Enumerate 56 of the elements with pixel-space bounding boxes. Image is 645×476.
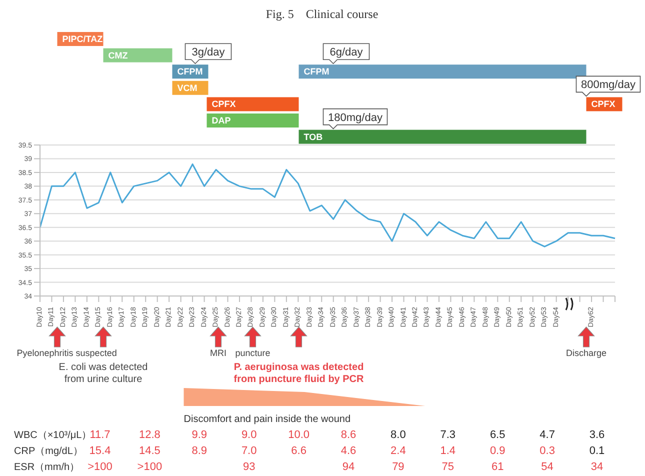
text: 4.6 — [340, 445, 356, 457]
text: 34 — [590, 461, 604, 473]
line-series — [39, 163, 616, 248]
text: CFPM — [177, 66, 203, 77]
text: 94 — [342, 461, 355, 473]
text: 9.0 — [241, 429, 257, 441]
text: 15.4 — [89, 445, 111, 457]
text: 4.7 — [540, 429, 555, 441]
text: 7.3 — [440, 429, 456, 441]
text: 6g/day — [330, 46, 364, 59]
text: CPFX — [591, 99, 616, 110]
text: 79 — [392, 461, 404, 473]
text: 7.0 — [241, 445, 257, 457]
text: PIPC/TAZ — [62, 34, 104, 44]
text: 54 — [541, 461, 554, 473]
text: 10.0 — [288, 429, 310, 441]
text: Discomfort and pain inside the wound — [184, 414, 351, 425]
text: 93 — [242, 461, 256, 473]
text: TOB — [304, 132, 324, 142]
text: 0.9 — [490, 445, 506, 457]
text: 12.8 — [138, 429, 160, 441]
text: E. coli was detected from urine culture — [58, 362, 148, 385]
text: CRP（mg/dL） — [14, 446, 83, 457]
text: 11.7 — [90, 429, 110, 441]
text: 3.6 — [589, 429, 605, 441]
text: Pyelonephritis suspected — [16, 348, 117, 358]
text: 0.1 — [589, 445, 605, 457]
text: DAP — [212, 116, 231, 126]
text: puncture — [235, 348, 270, 358]
text: CPFX — [212, 99, 236, 110]
text: 180mg/day — [328, 112, 383, 124]
chart-title: Fig. 5 Clinical course — [266, 7, 378, 21]
text: 2.4 — [390, 445, 406, 457]
text: CFPM — [304, 66, 330, 77]
text: VCM — [177, 82, 198, 93]
text: ESR（mm/h） — [14, 462, 80, 473]
text: MRI — [210, 348, 226, 358]
text: 800mg/day — [581, 79, 636, 92]
text: 3g/day — [192, 46, 226, 59]
text: 8.6 — [340, 429, 356, 441]
text: 14.5 — [138, 445, 160, 457]
text: 1.4 — [440, 445, 456, 457]
text: P. aeruginosa was detected from puncture fluid by PCR — [234, 362, 365, 385]
text: 61 — [491, 461, 504, 473]
text: Discharge — [566, 348, 607, 358]
text: 8.0 — [390, 429, 406, 441]
text: 8.9 — [192, 445, 208, 457]
text: 9.9 — [192, 429, 208, 441]
text: WBC（×10³/μL） — [14, 430, 92, 441]
text: CMZ — [108, 50, 128, 60]
text: 75 — [442, 461, 454, 473]
text: 6.6 — [291, 445, 306, 457]
text: >100 — [88, 461, 112, 473]
text: 0.3 — [540, 445, 555, 457]
text: 6.5 — [490, 429, 506, 441]
text: >100 — [137, 461, 162, 473]
